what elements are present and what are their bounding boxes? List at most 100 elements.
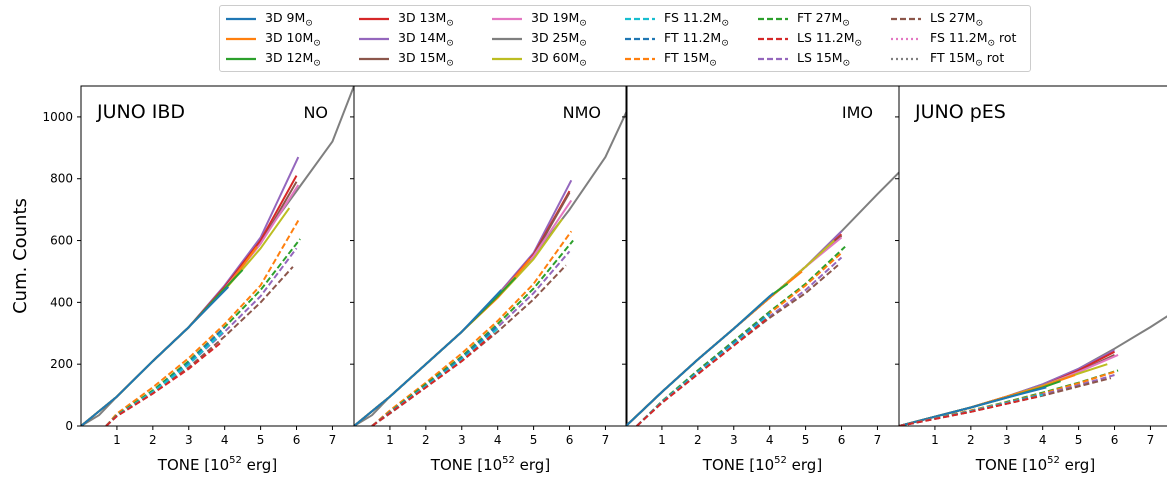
- series-line-3d13: [354, 190, 571, 426]
- legend-label: 3D 12M⊙: [265, 49, 321, 69]
- x-tick-label: 6: [1111, 433, 1119, 447]
- legend-swatch: [226, 14, 256, 24]
- series-line-3d12: [626, 282, 789, 426]
- series-line-3d60: [899, 363, 1108, 426]
- series-line-ft27: [371, 239, 574, 426]
- series-line-3d25: [899, 315, 1167, 426]
- legend-swatch: [891, 54, 921, 64]
- series-line-3d15: [354, 192, 571, 426]
- panel-2: 1 2 3 4 5 6 7 TONE [1052 erg] NMO: [350, 85, 628, 474]
- legend-label: 3D 9M⊙: [265, 9, 313, 29]
- legend-item-ft15rot: FT 15M⊙ rot: [891, 49, 1024, 69]
- ordering-label: NMO: [563, 103, 601, 122]
- legend-item-3d25: 3D 25M⊙: [492, 29, 625, 49]
- legend-swatch: [625, 54, 655, 64]
- y-tick-label: 400: [50, 295, 73, 309]
- legend-label: FT 15M⊙ rot: [930, 49, 1005, 69]
- legend-label: FS 11.2M⊙: [664, 9, 730, 29]
- x-tick-label: 4: [1039, 433, 1047, 447]
- legend-label: LS 11.2M⊙: [797, 29, 863, 49]
- legend-swatch: [625, 14, 655, 24]
- series-line-3d25: [354, 110, 627, 426]
- panel-4-series: [899, 315, 1167, 426]
- legend-label: 3D 10M⊙: [265, 29, 321, 49]
- x-axis-label: TONE [1052 erg]: [157, 455, 277, 474]
- legend-item-3d12: 3D 12M⊙: [226, 49, 359, 69]
- legend-label: 3D 15M⊙: [398, 49, 454, 69]
- x-tick-label: 7: [602, 433, 610, 447]
- series-line-3d10: [81, 246, 258, 426]
- legend-label: FT 27M⊙: [797, 9, 850, 29]
- y-axis-label: Cum. Counts: [10, 198, 31, 314]
- series-line-3d60: [626, 239, 835, 426]
- series-line-3d14: [354, 179, 573, 426]
- legend-item-3d10: 3D 10M⊙: [226, 29, 359, 49]
- y-tick-label: 800: [50, 172, 73, 186]
- legend: 3D 9M⊙ 3D 13M⊙ 3D 19M⊙ FS 11.2M⊙ FT 27M⊙ LS 2…: [219, 5, 1031, 72]
- series-line-ls112: [105, 341, 222, 426]
- legend-swatch: [226, 34, 256, 44]
- legend-label: 3D 25M⊙: [531, 29, 587, 49]
- legend-swatch: [891, 34, 921, 44]
- legend-label: LS 27M⊙: [930, 9, 984, 29]
- x-tick-label: 7: [329, 433, 337, 447]
- x-tick-label: 5: [530, 433, 538, 447]
- legend-swatch: [359, 34, 389, 44]
- series-line-3d19: [626, 236, 843, 426]
- panel-title: JUNO pES: [914, 101, 1006, 123]
- x-tick-label: 6: [293, 433, 301, 447]
- series-line-ls112: [636, 318, 767, 426]
- series-line-ls15: [105, 247, 298, 426]
- panel-1: 1 2 3 4 5 6 7 0 200 400 600 800 1000 TONE [1052 erg] J…: [42, 85, 355, 474]
- legend-item-ft27: FT 27M⊙: [758, 9, 891, 29]
- legend-label: FS 11.2M⊙ rot: [930, 29, 1017, 49]
- series-line-3d15: [899, 353, 1115, 426]
- x-tick-label: 4: [494, 433, 502, 447]
- legend-item-3d60: 3D 60M⊙: [492, 49, 625, 69]
- legend-item-3d15: 3D 15M⊙: [359, 49, 492, 69]
- legend-item-3d9: 3D 9M⊙: [226, 9, 359, 29]
- series-line-3d9: [626, 292, 774, 426]
- legend-item-ls27: LS 27M⊙: [891, 9, 1024, 29]
- x-tick-label: 4: [221, 433, 229, 447]
- legend-swatch: [359, 54, 389, 64]
- x-tick-label: 5: [802, 433, 810, 447]
- series-line-3d14: [81, 156, 300, 426]
- x-tick-label: 1: [386, 433, 394, 447]
- x-tick-label: 2: [967, 433, 975, 447]
- x-axis-label: TONE [1052 erg]: [975, 455, 1095, 474]
- legend-item-3d19: 3D 19M⊙: [492, 9, 625, 29]
- x-tick-label: 2: [694, 433, 702, 447]
- series-line-ls112: [371, 332, 495, 426]
- legend-item-ft15: FT 15M⊙: [625, 49, 758, 69]
- legend-item-ls15: LS 15M⊙: [758, 49, 891, 69]
- series-line-3d10: [626, 270, 803, 426]
- x-tick-label: 1: [658, 433, 666, 447]
- series-line-3d60: [354, 218, 564, 426]
- x-tick-label: 5: [257, 433, 265, 447]
- panel-frame: [353, 85, 628, 427]
- legend-swatch: [758, 34, 788, 44]
- legend-swatch: [226, 54, 256, 64]
- legend-swatch: [492, 54, 522, 64]
- x-tick-label: 1: [113, 433, 121, 447]
- legend-grid: 3D 9M⊙ 3D 13M⊙ 3D 19M⊙ FS 11.2M⊙ FT 27M⊙ LS 2…: [226, 9, 1024, 69]
- legend-item-fs112rot: FS 11.2M⊙ rot: [891, 29, 1024, 49]
- x-tick-label: 4: [766, 433, 774, 447]
- x-tick-label: 3: [458, 433, 466, 447]
- panel-frame: [898, 85, 1167, 427]
- series-line-ls15: [371, 250, 571, 426]
- series-line-3d10: [354, 258, 531, 426]
- panel-frame: [80, 85, 355, 427]
- legend-item-fs112: FS 11.2M⊙: [625, 9, 758, 29]
- x-axis-label: TONE [1052 erg]: [430, 455, 550, 474]
- x-tick-label: 6: [838, 433, 846, 447]
- legend-label: 3D 19M⊙: [531, 9, 587, 29]
- series-line-3d9: [81, 286, 230, 426]
- panel-3-series: [626, 171, 899, 426]
- legend-label: FT 11.2M⊙: [664, 29, 729, 49]
- legend-label: 3D 60M⊙: [531, 49, 587, 69]
- series-line-3d9: [899, 386, 1047, 426]
- legend-label: FT 15M⊙: [664, 49, 717, 69]
